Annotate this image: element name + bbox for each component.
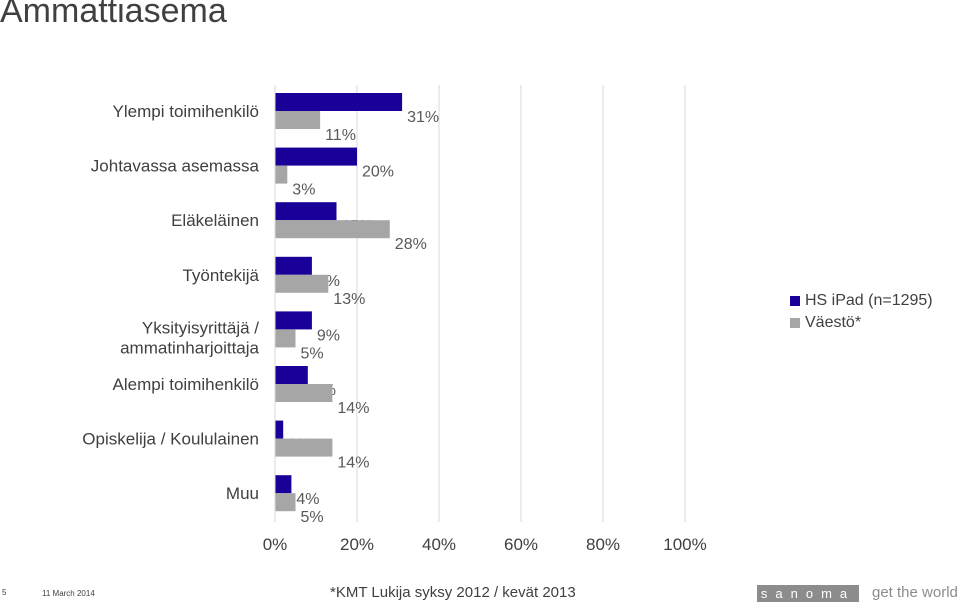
bar-hs-ipad xyxy=(275,256,312,275)
x-tick-label: 40% xyxy=(422,535,456,554)
legend-label-vaesto: Väestö* xyxy=(805,314,862,331)
bar-hs-ipad xyxy=(275,475,292,494)
chart-legend: HS iPad (n=1295) Väestö* xyxy=(790,290,933,334)
bar-chart: 0% 20% 40% 60% 80% 100% Ylempi toimihenkilö 31%… xyxy=(82,85,707,554)
bar-hs-ipad xyxy=(275,366,308,384)
category-label: Alempi toimihenkilö xyxy=(113,375,259,394)
page-title: Ammattiasema xyxy=(0,0,227,30)
category-label: ammatinharjoittaja xyxy=(120,338,259,357)
page-number: 5 xyxy=(2,588,7,597)
bar-vaesto xyxy=(275,220,390,239)
x-tick-label: 100% xyxy=(663,535,706,554)
data-label: 5% xyxy=(301,345,324,362)
data-label: 13% xyxy=(333,291,365,308)
data-label: 9% xyxy=(317,327,340,344)
data-label: 31% xyxy=(407,109,439,126)
bar-vaesto xyxy=(275,329,296,348)
category-label: Muu xyxy=(226,484,259,503)
footer-date: 11 March 2014 xyxy=(42,589,95,598)
bar-vaesto xyxy=(275,384,333,402)
data-label: 28% xyxy=(395,236,427,253)
x-tick-label: 80% xyxy=(586,535,620,554)
category-label: Ylempi toimihenkilö xyxy=(113,102,259,121)
legend-swatch-hs-ipad xyxy=(790,296,800,306)
legend-swatch-vaesto xyxy=(790,318,800,328)
legend-item-hs-ipad: HS iPad (n=1295) xyxy=(790,290,933,312)
data-label: 11% xyxy=(325,127,356,144)
category-label: Työntekijä xyxy=(182,266,259,285)
data-label: 5% xyxy=(301,509,324,526)
bar-hs-ipad xyxy=(275,93,403,111)
data-label: 14% xyxy=(337,400,369,417)
category-label: Opiskelija / Koululainen xyxy=(82,430,259,449)
bar-vaesto xyxy=(275,165,288,184)
category-label: Yksityisyrittäjä / xyxy=(142,318,259,337)
footer: 5 11 March 2014 *KMT Lukija syksy 2012 /… xyxy=(0,578,960,604)
x-tick-label: 20% xyxy=(340,535,374,554)
bar-vaesto xyxy=(275,438,333,457)
source-note: *KMT Lukija syksy 2012 / kevät 2013 xyxy=(330,584,576,601)
bar-vaesto xyxy=(275,274,329,293)
data-label: 3% xyxy=(292,182,315,199)
category-label: Johtavassa asemassa xyxy=(91,157,260,176)
bar-hs-ipad xyxy=(275,311,312,330)
data-label: 20% xyxy=(362,164,394,181)
bar-vaesto xyxy=(275,111,321,129)
bar-vaesto xyxy=(275,493,296,512)
x-tick-label: 0% xyxy=(263,535,288,554)
data-label: 4% xyxy=(296,491,319,508)
bar-hs-ipad xyxy=(275,202,337,221)
bar-hs-ipad xyxy=(275,147,357,166)
legend-label-hs-ipad: HS iPad (n=1295) xyxy=(805,292,933,309)
legend-item-vaesto: Väestö* xyxy=(790,312,933,334)
bar-hs-ipad xyxy=(275,420,284,439)
sanoma-logo: sanoma xyxy=(757,585,859,602)
data-label: 14% xyxy=(337,455,369,472)
tagline: get the world xyxy=(872,584,958,601)
category-label: Eläkeläinen xyxy=(171,211,259,230)
x-tick-label: 60% xyxy=(504,535,538,554)
